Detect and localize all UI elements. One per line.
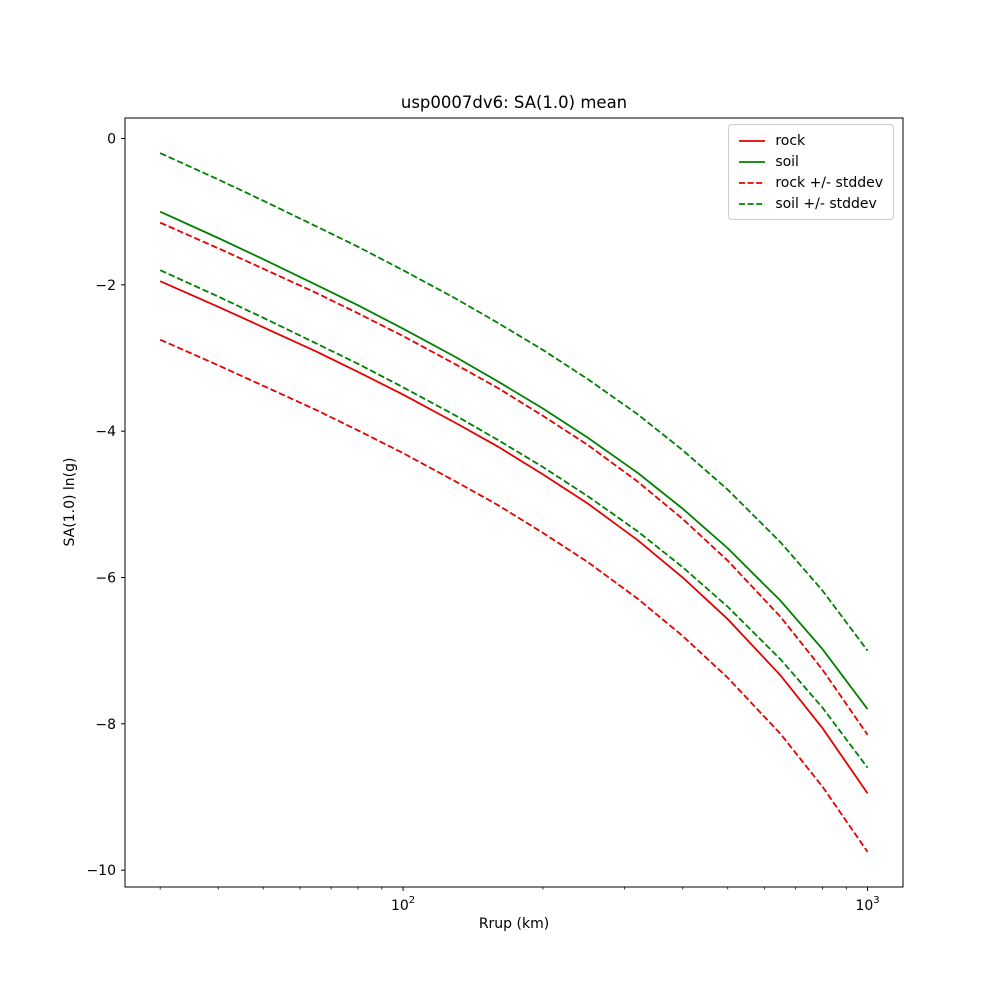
legend-label-rock: rock: [775, 132, 806, 149]
y-tick-label: 0: [107, 131, 116, 147]
series-line-rock: [159, 280, 869, 794]
legend-label-soil-stddev: soil +/- stddev: [775, 195, 877, 212]
y-tick-label: −6: [95, 570, 116, 586]
legend-item-rock: rock: [737, 130, 883, 151]
series-line-rock-plus-stddev: [159, 221, 869, 736]
x-axis-label: Rrup (km): [478, 916, 550, 932]
series-line-rock-minus-stddev: [159, 338, 869, 853]
legend-line-sample-soil-stddev: [739, 202, 766, 205]
legend-item-soil-stddev: soil +/- stddev: [737, 193, 883, 214]
legend-label-soil: soil: [775, 153, 799, 170]
y-tick-label: −10: [86, 863, 116, 879]
legend: rock soil rock +/- stddev soil +/- stdde…: [728, 124, 894, 220]
legend-line-sample-soil: [739, 160, 766, 163]
series-line-soil: [159, 210, 869, 710]
y-tick-label: −4: [95, 424, 116, 440]
x-tick-label: 103: [855, 895, 879, 914]
legend-item-rock-stddev: rock +/- stddev: [737, 172, 883, 193]
legend-line-sample-rock: [739, 139, 766, 142]
y-tick-label: −8: [95, 717, 116, 733]
legend-label-rock-stddev: rock +/- stddev: [775, 174, 883, 191]
y-axis-label: SA(1.0) ln(g): [62, 457, 78, 547]
legend-line-sample-rock-stddev: [739, 181, 766, 184]
series-line-soil-minus-stddev: [159, 269, 869, 769]
axes-border: [124, 117, 904, 888]
chart-title: usp0007dv6: SA(1.0) mean: [400, 93, 628, 112]
y-tick-label: −2: [95, 278, 116, 294]
x-tick-label: 102: [391, 895, 415, 914]
series-line-soil-plus-stddev: [159, 152, 869, 652]
legend-item-soil: soil: [737, 151, 883, 172]
